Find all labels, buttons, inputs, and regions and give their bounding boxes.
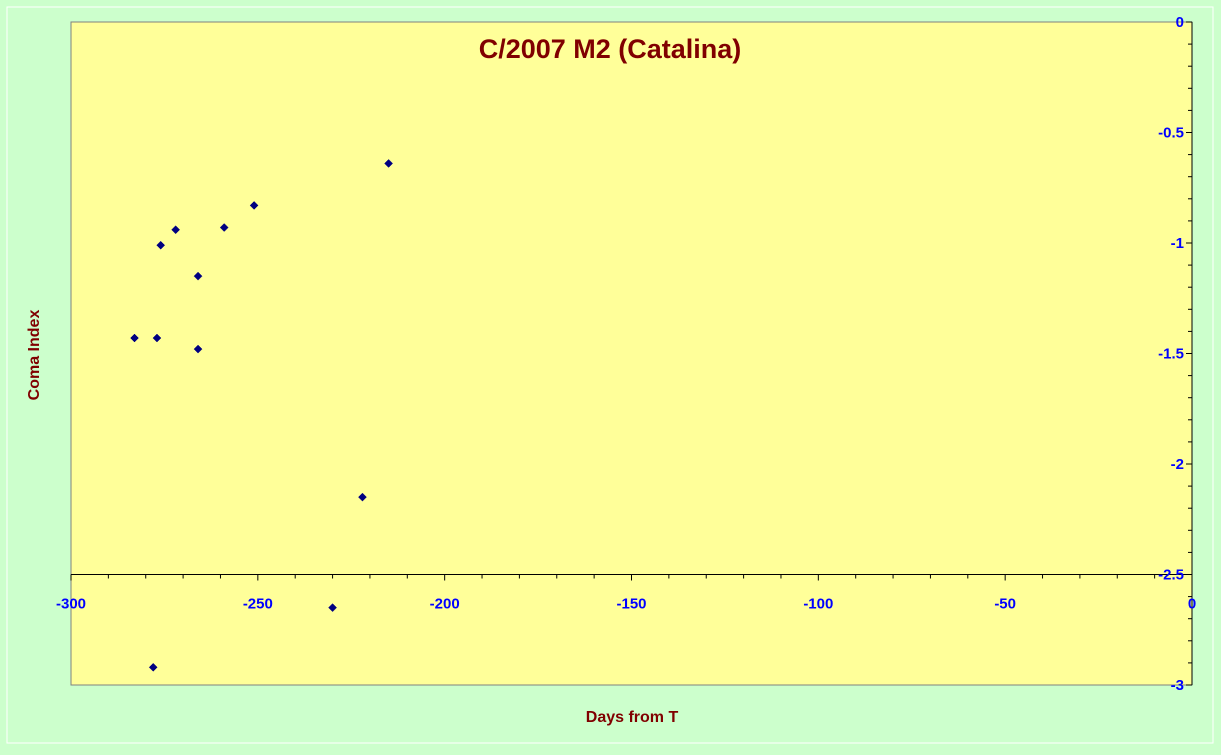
y-tick-label: -2 xyxy=(1171,456,1184,473)
x-tick-label: 0 xyxy=(1188,596,1196,613)
tick-labels: -300 -250 -200 -150 -100 -50 0 0 -0.5 -1 -1.5 -2 -2.… xyxy=(56,14,1196,694)
x-tick-label: -150 xyxy=(616,596,646,613)
y-tick-label: -1 xyxy=(1171,235,1184,252)
data-point xyxy=(384,159,393,168)
x-axis-label: Days from T xyxy=(586,709,679,726)
data-point xyxy=(193,344,203,354)
x-tick-label: -300 xyxy=(56,596,86,613)
ticks xyxy=(70,21,1193,686)
data-point xyxy=(328,603,337,613)
data-point xyxy=(219,223,229,232)
x-tick-label: -100 xyxy=(803,596,833,613)
data-points xyxy=(130,159,393,672)
data-point xyxy=(130,333,139,343)
x-tick-label: -50 xyxy=(994,596,1016,613)
y-axis-label: Coma Index xyxy=(26,310,43,401)
plot-area xyxy=(70,21,1193,686)
chart-border xyxy=(6,6,1214,744)
y-tick-label: -2.5 xyxy=(1158,567,1184,584)
y-tick-label: -1.5 xyxy=(1158,346,1184,363)
data-point xyxy=(358,492,367,502)
data-point xyxy=(152,333,162,343)
chart-title: C/2007 M2 (Catalina) xyxy=(479,34,742,64)
y-tick-label: 0 xyxy=(1176,14,1184,31)
x-tick-label: -200 xyxy=(430,596,460,613)
data-point xyxy=(156,240,166,250)
data-point xyxy=(171,225,180,235)
y-tick-label: -3 xyxy=(1171,677,1184,694)
x-tick-label: -250 xyxy=(243,596,273,613)
data-point xyxy=(193,271,203,281)
y-tick-label: -0.5 xyxy=(1158,125,1184,142)
data-point xyxy=(148,662,158,672)
data-point xyxy=(249,201,259,210)
